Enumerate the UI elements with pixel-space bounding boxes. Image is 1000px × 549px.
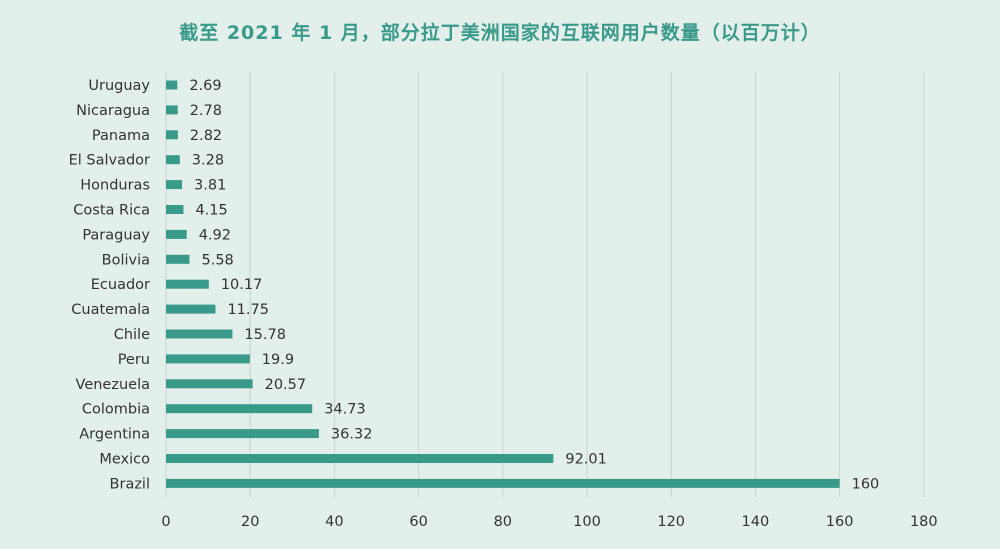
value-label: 11.75	[227, 302, 269, 318]
bar	[166, 429, 319, 439]
value-label: 15.78	[244, 327, 286, 343]
bar	[166, 180, 183, 190]
x-tick-label: 140	[742, 514, 770, 530]
value-label: 10.17	[221, 277, 263, 293]
value-label: 2.78	[190, 103, 222, 119]
bar	[166, 229, 187, 239]
value-label: 34.73	[324, 402, 366, 418]
category-label: Nicaragua	[76, 103, 150, 119]
category-label: Ecuador	[91, 277, 150, 293]
x-tick-label: 0	[161, 514, 170, 530]
category-label: Argentina	[79, 427, 150, 443]
category-label: El Salvador	[69, 153, 150, 169]
category-label: Colombia	[82, 402, 150, 418]
bar	[166, 130, 178, 140]
bar	[166, 105, 178, 115]
category-label: Peru	[118, 352, 150, 368]
value-label: 160	[852, 476, 880, 492]
bar	[166, 454, 554, 463]
x-tick-label: 60	[409, 514, 427, 530]
bar	[166, 404, 313, 414]
category-label: Venezuela	[76, 377, 150, 393]
bar	[166, 379, 253, 389]
value-label: 2.69	[189, 78, 221, 94]
value-label: 2.82	[190, 128, 222, 144]
value-label: 5.58	[201, 252, 233, 268]
value-label: 20.57	[265, 377, 307, 393]
category-label: Chile	[114, 327, 150, 343]
bar	[166, 279, 209, 289]
category-label: Panama	[92, 128, 150, 144]
x-tick-label: 160	[826, 514, 854, 530]
value-label: 4.15	[195, 203, 227, 219]
x-tick-label: 180	[910, 514, 938, 530]
value-label: 3.81	[194, 178, 226, 194]
bar	[166, 329, 233, 339]
category-label: Paraguay	[82, 227, 150, 243]
value-label: 19.9	[262, 352, 294, 368]
category-label: Uruguay	[88, 78, 150, 94]
bar	[166, 80, 178, 90]
value-label: 92.01	[565, 452, 607, 468]
category-label: Costa Rica	[73, 203, 150, 219]
bar	[166, 478, 840, 488]
x-tick-label: 80	[494, 514, 512, 530]
bar	[166, 354, 250, 364]
bar	[166, 304, 216, 314]
category-label: Mexico	[99, 452, 150, 468]
value-label: 36.32	[331, 427, 373, 443]
category-label: Cuatemala	[71, 302, 150, 318]
bar	[166, 155, 180, 165]
bar	[166, 205, 184, 214]
category-label: Bolivia	[102, 252, 150, 268]
x-tick-label: 120	[657, 514, 685, 530]
value-label: 4.92	[199, 227, 231, 243]
bar	[166, 254, 190, 264]
x-tick-label: 100	[573, 514, 601, 530]
chart-title: 截至 2021 年 1 月，部分拉丁美洲国家的互联网用户数量（以百万计）	[179, 22, 821, 44]
category-label: Honduras	[80, 178, 150, 194]
x-tick-label: 40	[325, 514, 343, 530]
value-label: 3.28	[192, 153, 224, 169]
category-label: Brazil	[110, 476, 150, 492]
x-tick-label: 20	[241, 514, 259, 530]
